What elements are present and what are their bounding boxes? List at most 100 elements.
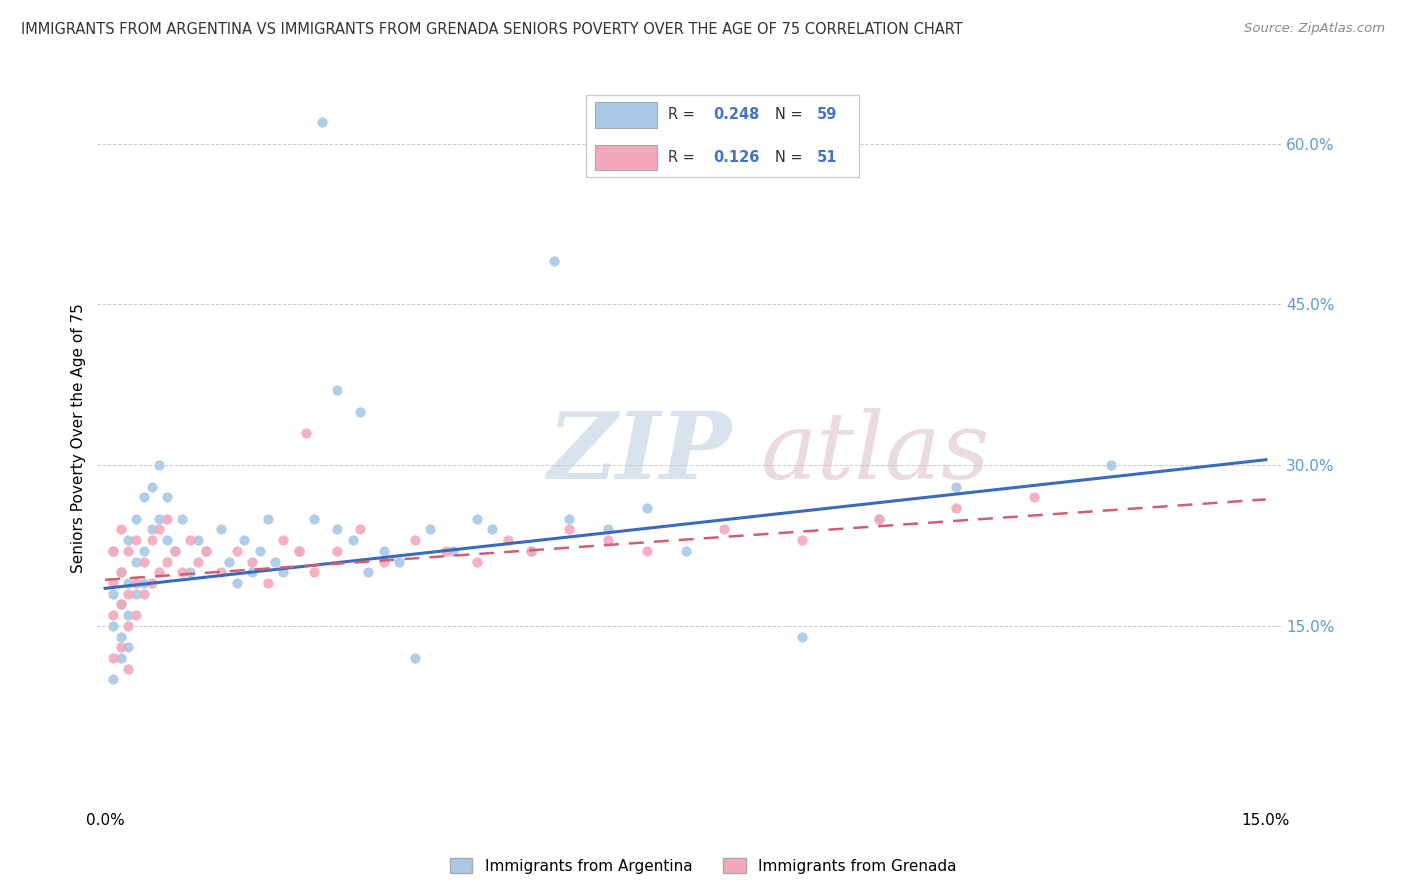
Point <box>326 383 349 397</box>
Point <box>110 640 132 655</box>
FancyBboxPatch shape <box>595 103 657 128</box>
Point <box>357 566 380 580</box>
Point <box>519 544 541 558</box>
Point <box>148 523 170 537</box>
Point <box>598 523 620 537</box>
Point <box>519 544 541 558</box>
Point <box>233 533 256 548</box>
Point <box>156 555 179 569</box>
Point <box>148 458 170 472</box>
Point <box>302 511 325 525</box>
Point <box>404 533 426 548</box>
Point <box>256 576 278 591</box>
Point <box>636 544 658 558</box>
Point <box>373 555 395 569</box>
Text: IMMIGRANTS FROM ARGENTINA VS IMMIGRANTS FROM GRENADA SENIORS POVERTY OVER THE AG: IMMIGRANTS FROM ARGENTINA VS IMMIGRANTS … <box>21 22 963 37</box>
Point <box>388 555 411 569</box>
Point <box>868 511 890 525</box>
Point <box>868 511 890 525</box>
Point <box>481 523 503 537</box>
Point <box>132 490 155 504</box>
Point <box>125 576 148 591</box>
Point <box>419 523 441 537</box>
Point <box>342 533 364 548</box>
Point <box>790 533 813 548</box>
Point <box>404 651 426 665</box>
Point <box>132 555 155 569</box>
Point <box>302 566 325 580</box>
Point <box>117 533 139 548</box>
Text: 51: 51 <box>817 150 838 165</box>
Point <box>141 523 163 537</box>
Point <box>117 608 139 623</box>
Point <box>110 598 132 612</box>
Point <box>117 640 139 655</box>
FancyBboxPatch shape <box>586 95 859 177</box>
Point <box>441 544 464 558</box>
Point <box>373 544 395 558</box>
Point <box>172 511 194 525</box>
Point <box>141 576 163 591</box>
Text: ZIP: ZIP <box>547 409 731 498</box>
Point <box>101 587 124 601</box>
Point <box>110 598 132 612</box>
Legend: Immigrants from Argentina, Immigrants from Grenada: Immigrants from Argentina, Immigrants fr… <box>443 852 963 880</box>
Point <box>156 511 179 525</box>
Point <box>598 533 620 548</box>
Point <box>125 533 148 548</box>
Point <box>225 544 247 558</box>
Text: 0.248: 0.248 <box>713 107 759 122</box>
Point <box>110 523 132 537</box>
Point <box>125 608 148 623</box>
Point <box>240 566 263 580</box>
Point <box>326 544 349 558</box>
Point <box>101 544 124 558</box>
Point <box>636 500 658 515</box>
Point <box>1022 490 1045 504</box>
Point <box>117 544 139 558</box>
Point <box>543 254 565 268</box>
Point <box>141 533 163 548</box>
Point <box>194 544 217 558</box>
Point <box>117 662 139 676</box>
Point <box>156 533 179 548</box>
Point <box>264 555 287 569</box>
Point <box>945 479 967 493</box>
Text: Source: ZipAtlas.com: Source: ZipAtlas.com <box>1244 22 1385 36</box>
Point <box>179 566 201 580</box>
Point <box>110 630 132 644</box>
Point <box>271 566 294 580</box>
Point <box>132 576 155 591</box>
Point <box>434 544 457 558</box>
Point <box>110 651 132 665</box>
Text: N =: N = <box>775 107 803 122</box>
Point <box>163 544 186 558</box>
Point <box>249 544 271 558</box>
Point <box>125 587 148 601</box>
Point <box>101 576 124 591</box>
Point <box>465 511 488 525</box>
Point <box>101 673 124 687</box>
Point <box>558 523 581 537</box>
Point <box>179 533 201 548</box>
Point <box>465 555 488 569</box>
Point <box>125 555 148 569</box>
Point <box>101 608 124 623</box>
Point <box>172 566 194 580</box>
Point <box>148 511 170 525</box>
Point <box>349 404 371 418</box>
Point <box>209 566 232 580</box>
Point <box>187 555 209 569</box>
Point <box>148 566 170 580</box>
Point <box>110 566 132 580</box>
Point <box>326 523 349 537</box>
Point <box>117 576 139 591</box>
Point <box>101 619 124 633</box>
Point <box>163 544 186 558</box>
Text: R =: R = <box>668 150 695 165</box>
Point <box>558 511 581 525</box>
Text: 59: 59 <box>817 107 837 122</box>
Point <box>117 587 139 601</box>
Point <box>194 544 217 558</box>
Point <box>187 533 209 548</box>
